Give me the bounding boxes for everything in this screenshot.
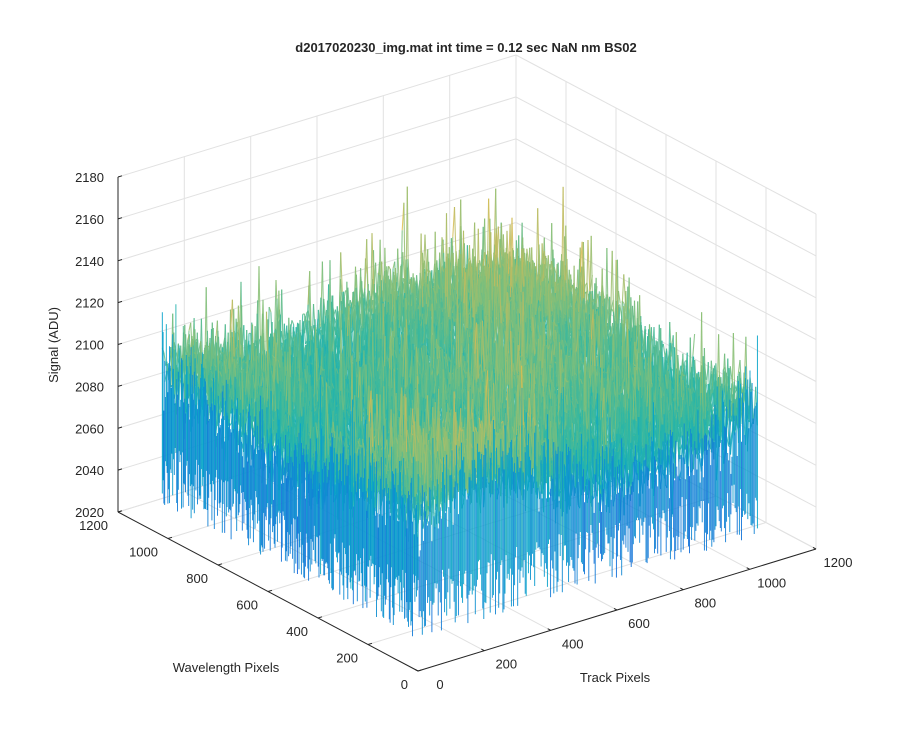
- surface: [162, 187, 757, 637]
- surface-trace: [292, 320, 294, 324]
